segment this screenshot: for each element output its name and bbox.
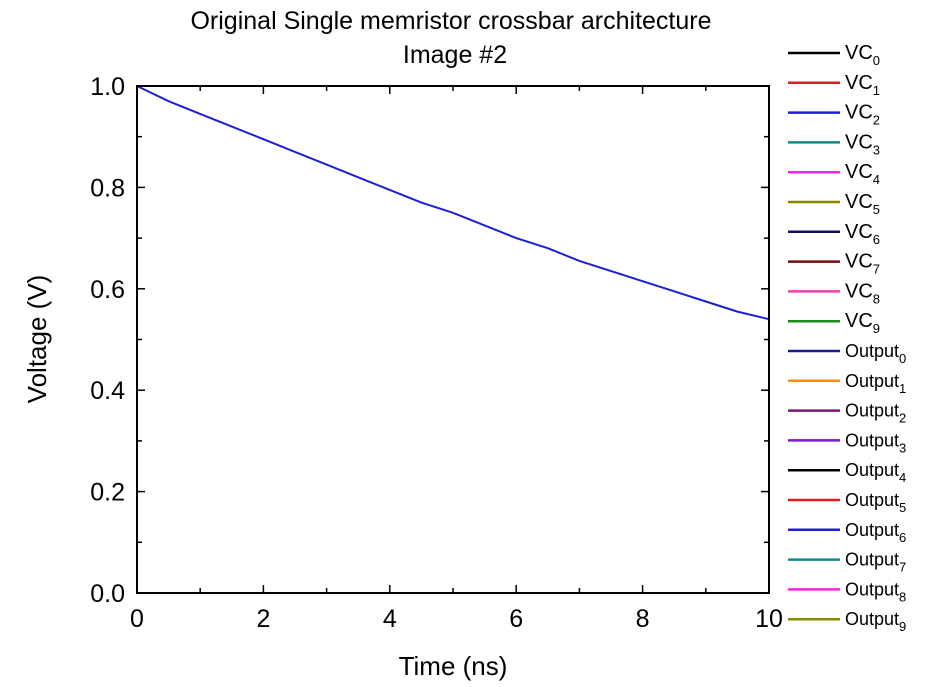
legend-item: Output0	[788, 341, 906, 366]
legend-item: Output7	[788, 550, 906, 575]
legend-item: Output6	[788, 520, 906, 545]
legend-label-subscript: 3	[873, 142, 880, 157]
legend-item: VC9	[788, 310, 880, 336]
x-tick-label: 4	[383, 605, 397, 633]
legend-label: VC7	[845, 251, 880, 277]
x-tick-label: 6	[509, 605, 523, 633]
legend-label: Output0	[845, 341, 906, 366]
legend-label-subscript: 3	[899, 440, 906, 455]
x-tick-label: 2	[256, 605, 270, 633]
legend-label: VC5	[845, 191, 880, 217]
legend-item: Output2	[788, 401, 906, 426]
legend-label-subscript: 7	[873, 262, 880, 277]
legend-label-subscript: 4	[873, 172, 880, 187]
legend-item: Output5	[788, 490, 906, 515]
legend-item: VC1	[788, 72, 880, 98]
y-tick-label: 0.2	[90, 479, 125, 507]
y-tick-label: 0.8	[90, 174, 125, 202]
legend-item: Output9	[788, 609, 906, 634]
legend-label: Output6	[845, 520, 906, 545]
x-tick-label: 10	[755, 605, 783, 633]
ticks-layer: 0 2 4 6 8 10 0.0 0.2 0.4 0.6 0.8 1.0	[90, 73, 783, 633]
legend-item: Output3	[788, 430, 906, 455]
chart-title-line2: Image #2	[403, 41, 507, 69]
plot-frame	[136, 85, 770, 594]
y-tick-label: 0.4	[90, 377, 125, 405]
legend-label: Output4	[845, 460, 906, 485]
legend-label-subscript: 2	[873, 113, 880, 128]
y-tick-label: 0.0	[90, 580, 125, 608]
legend-label: Output5	[845, 490, 906, 515]
legend-label-subscript: 0	[873, 53, 880, 68]
legend-label: VC8	[845, 280, 880, 306]
legend-label: VC9	[845, 310, 880, 336]
legend-label: VC1	[845, 72, 880, 98]
legend-item: Output4	[788, 460, 906, 485]
legend-label-subscript: 8	[899, 589, 906, 604]
legend-label-subscript: 6	[873, 232, 880, 247]
y-tick-label: 1.0	[90, 73, 125, 101]
legend-label-subscript: 9	[873, 321, 880, 336]
legend-label: Output2	[845, 401, 906, 426]
legend-item: Output8	[788, 579, 906, 604]
legend-item: VC3	[788, 131, 880, 157]
legend-label: VC4	[845, 161, 880, 187]
legend-item: VC6	[788, 221, 880, 247]
legend-label: VC6	[845, 221, 880, 247]
legend-label: Output9	[845, 609, 906, 634]
x-tick-label: 8	[636, 605, 650, 633]
legend-item: VC0	[788, 42, 880, 68]
legend-label-subscript: 5	[899, 500, 906, 515]
legend-label-subscript: 1	[899, 381, 906, 396]
legend: VC0 VC1 VC2 VC3 VC4 VC5 VC6 VC7 VC8 VC9 Output0 Out…	[788, 42, 906, 634]
legend-label-subscript: 7	[899, 560, 906, 575]
legend-label: Output1	[845, 371, 906, 396]
legend-label: Output8	[845, 579, 906, 604]
legend-label: Output7	[845, 550, 906, 575]
legend-label: VC3	[845, 131, 880, 157]
y-axis-label: Voltage (V)	[22, 275, 52, 404]
legend-label-subscript: 0	[899, 351, 906, 366]
legend-item: VC2	[788, 102, 880, 128]
y-tick-label: 0.6	[90, 276, 125, 304]
legend-label-subscript: 8	[873, 291, 880, 306]
legend-label-subscript: 2	[899, 411, 906, 426]
legend-item: VC8	[788, 280, 880, 306]
legend-label: Output3	[845, 430, 906, 455]
legend-label-subscript: 1	[873, 83, 880, 98]
x-tick-label: 0	[130, 605, 144, 633]
legend-label-subscript: 4	[899, 470, 906, 485]
chart-title-line1: Original Single memristor crossbar archi…	[190, 7, 711, 35]
x-axis-label: Time (ns)	[399, 651, 508, 681]
series-layer	[136, 85, 770, 594]
legend-label-subscript: 6	[899, 530, 906, 545]
legend-label-subscript: 9	[899, 619, 906, 634]
legend-item: VC4	[788, 161, 880, 187]
legend-label: VC0	[845, 42, 880, 68]
legend-item: VC7	[788, 251, 880, 277]
legend-label: VC2	[845, 102, 880, 128]
legend-label-subscript: 5	[873, 202, 880, 217]
legend-item: Output1	[788, 371, 906, 396]
legend-item: VC5	[788, 191, 880, 217]
series-line-vc-2	[136, 85, 770, 321]
